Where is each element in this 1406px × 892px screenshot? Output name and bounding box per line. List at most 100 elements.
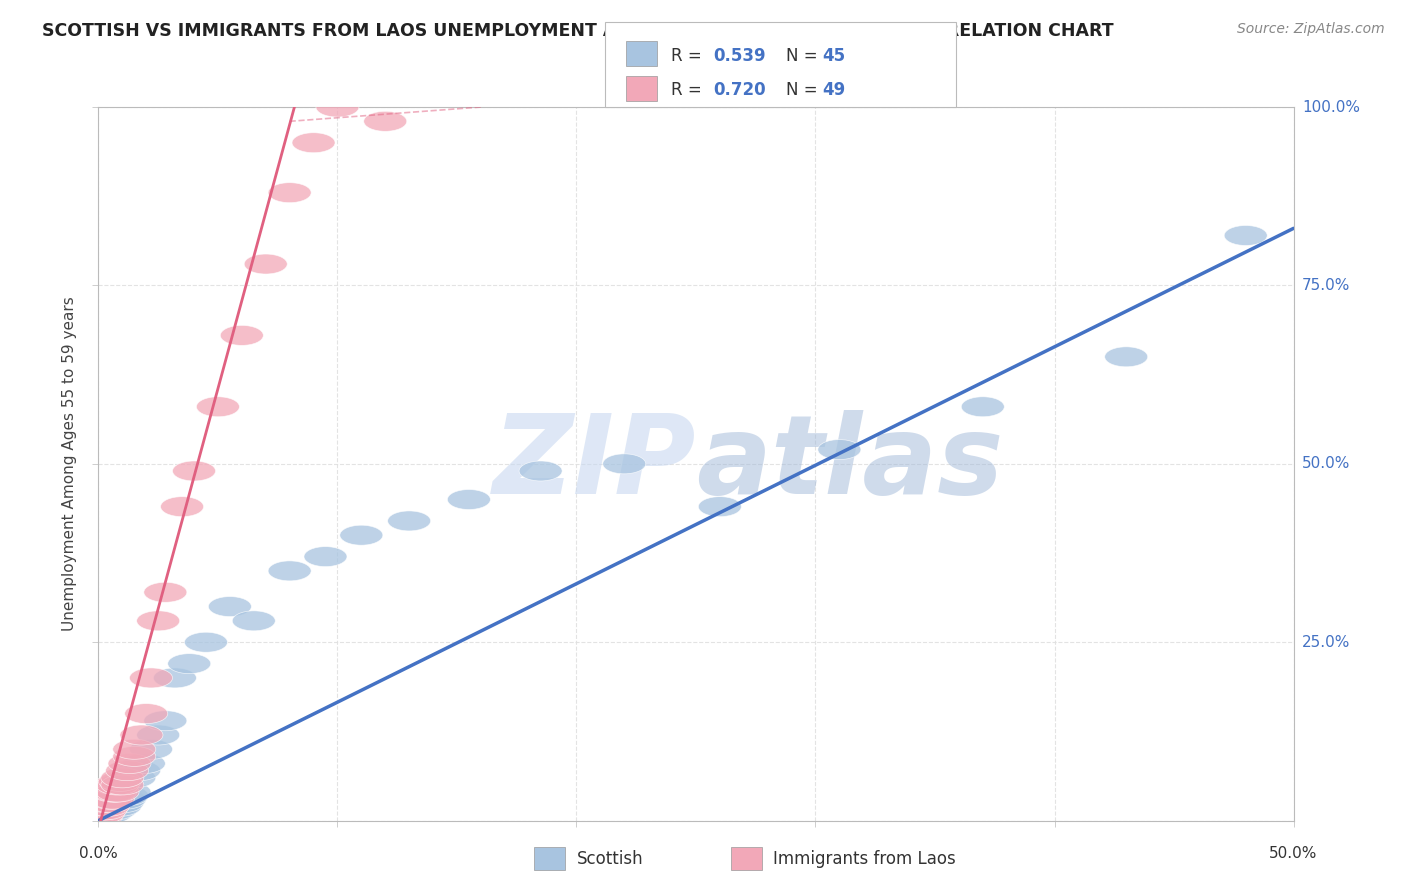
Text: 50.0%: 50.0% [1302, 457, 1350, 471]
Ellipse shape [269, 183, 311, 202]
Ellipse shape [129, 739, 173, 759]
Ellipse shape [87, 786, 129, 805]
Ellipse shape [101, 775, 143, 795]
Text: R =: R = [671, 46, 707, 64]
Ellipse shape [136, 725, 180, 745]
Ellipse shape [108, 782, 150, 802]
Ellipse shape [105, 786, 149, 805]
Ellipse shape [364, 112, 406, 131]
Text: 45: 45 [823, 46, 845, 64]
Ellipse shape [82, 807, 125, 827]
Ellipse shape [91, 800, 135, 820]
Ellipse shape [122, 754, 166, 773]
Ellipse shape [79, 805, 122, 825]
Ellipse shape [160, 497, 204, 516]
Text: 0.539: 0.539 [713, 46, 765, 64]
Ellipse shape [79, 793, 122, 813]
Ellipse shape [699, 497, 741, 516]
Ellipse shape [101, 768, 143, 788]
Ellipse shape [89, 797, 132, 816]
Ellipse shape [112, 747, 156, 766]
Ellipse shape [84, 805, 127, 825]
Ellipse shape [82, 804, 125, 823]
Ellipse shape [96, 775, 139, 795]
Ellipse shape [84, 797, 127, 816]
Ellipse shape [962, 397, 1004, 417]
Ellipse shape [96, 782, 139, 802]
Ellipse shape [245, 254, 287, 274]
Ellipse shape [89, 789, 132, 809]
Ellipse shape [82, 793, 125, 813]
Ellipse shape [82, 789, 125, 809]
Ellipse shape [108, 754, 150, 773]
Text: ZIP: ZIP [492, 410, 696, 517]
Ellipse shape [118, 761, 160, 780]
Ellipse shape [79, 804, 122, 823]
Ellipse shape [340, 525, 382, 545]
Text: 25.0%: 25.0% [1302, 635, 1350, 649]
Ellipse shape [153, 668, 197, 688]
Ellipse shape [105, 761, 149, 780]
Ellipse shape [101, 793, 143, 813]
Ellipse shape [603, 454, 645, 474]
Ellipse shape [89, 793, 132, 813]
Ellipse shape [91, 782, 135, 802]
Ellipse shape [125, 704, 167, 723]
Ellipse shape [112, 739, 156, 759]
Ellipse shape [98, 772, 142, 791]
Text: atlas: atlas [696, 410, 1004, 517]
Ellipse shape [79, 797, 122, 818]
Ellipse shape [316, 97, 359, 117]
Text: 49: 49 [823, 81, 846, 99]
Ellipse shape [98, 797, 142, 816]
Ellipse shape [112, 768, 156, 788]
Ellipse shape [84, 800, 127, 820]
Ellipse shape [167, 654, 211, 673]
Ellipse shape [304, 547, 347, 566]
Text: 75.0%: 75.0% [1302, 278, 1350, 293]
Ellipse shape [82, 804, 125, 823]
Ellipse shape [87, 800, 129, 820]
Ellipse shape [79, 807, 122, 827]
Ellipse shape [818, 440, 860, 459]
Text: 50.0%: 50.0% [1270, 846, 1317, 861]
Ellipse shape [96, 797, 139, 816]
Ellipse shape [221, 326, 263, 345]
Ellipse shape [129, 668, 173, 688]
Text: Source: ZipAtlas.com: Source: ZipAtlas.com [1237, 22, 1385, 37]
Text: R =: R = [671, 81, 707, 99]
Y-axis label: Unemployment Among Ages 55 to 59 years: Unemployment Among Ages 55 to 59 years [62, 296, 77, 632]
Ellipse shape [82, 797, 125, 816]
Ellipse shape [91, 789, 135, 809]
Ellipse shape [208, 597, 252, 616]
Ellipse shape [1105, 347, 1147, 367]
Ellipse shape [89, 804, 132, 823]
Ellipse shape [388, 511, 430, 531]
Ellipse shape [143, 582, 187, 602]
Ellipse shape [519, 461, 562, 481]
Text: SCOTTISH VS IMMIGRANTS FROM LAOS UNEMPLOYMENT AMONG AGES 55 TO 59 YEARS CORRELAT: SCOTTISH VS IMMIGRANTS FROM LAOS UNEMPLO… [42, 22, 1114, 40]
Ellipse shape [82, 800, 125, 820]
Ellipse shape [84, 793, 127, 813]
Ellipse shape [94, 800, 136, 820]
Ellipse shape [94, 793, 136, 813]
Ellipse shape [79, 807, 122, 827]
Text: Scottish: Scottish [576, 850, 643, 868]
Ellipse shape [87, 793, 129, 813]
Text: Immigrants from Laos: Immigrants from Laos [773, 850, 956, 868]
Ellipse shape [79, 802, 122, 822]
Ellipse shape [184, 632, 228, 652]
Ellipse shape [120, 725, 163, 745]
Ellipse shape [103, 789, 146, 809]
Text: N =: N = [786, 46, 823, 64]
Ellipse shape [84, 802, 127, 822]
Ellipse shape [84, 789, 127, 809]
Ellipse shape [87, 804, 129, 823]
Ellipse shape [79, 805, 122, 825]
Ellipse shape [447, 490, 491, 509]
Ellipse shape [269, 561, 311, 581]
Text: 100.0%: 100.0% [1302, 100, 1360, 114]
Ellipse shape [82, 800, 125, 820]
Ellipse shape [91, 797, 135, 816]
Ellipse shape [143, 711, 187, 731]
